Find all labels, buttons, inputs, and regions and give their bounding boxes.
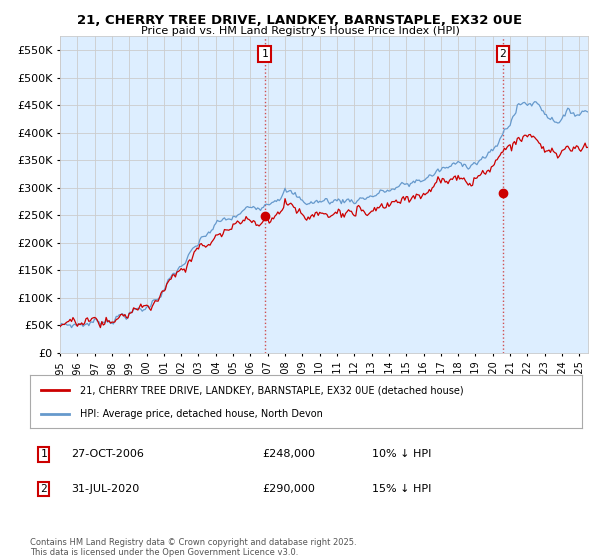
Text: 1: 1 bbox=[40, 449, 47, 459]
Text: 31-JUL-2020: 31-JUL-2020 bbox=[71, 484, 140, 494]
Text: Price paid vs. HM Land Registry's House Price Index (HPI): Price paid vs. HM Land Registry's House … bbox=[140, 26, 460, 36]
Text: £290,000: £290,000 bbox=[262, 484, 315, 494]
Text: 10% ↓ HPI: 10% ↓ HPI bbox=[372, 449, 431, 459]
Text: 2: 2 bbox=[499, 49, 506, 59]
Text: Contains HM Land Registry data © Crown copyright and database right 2025.
This d: Contains HM Land Registry data © Crown c… bbox=[30, 538, 356, 557]
Text: 21, CHERRY TREE DRIVE, LANDKEY, BARNSTAPLE, EX32 0UE (detached house): 21, CHERRY TREE DRIVE, LANDKEY, BARNSTAP… bbox=[80, 385, 463, 395]
Text: 2: 2 bbox=[40, 484, 47, 494]
Text: 27-OCT-2006: 27-OCT-2006 bbox=[71, 449, 144, 459]
Text: HPI: Average price, detached house, North Devon: HPI: Average price, detached house, Nort… bbox=[80, 408, 323, 418]
Text: 21, CHERRY TREE DRIVE, LANDKEY, BARNSTAPLE, EX32 0UE: 21, CHERRY TREE DRIVE, LANDKEY, BARNSTAP… bbox=[77, 14, 523, 27]
Text: 15% ↓ HPI: 15% ↓ HPI bbox=[372, 484, 431, 494]
Text: 1: 1 bbox=[261, 49, 268, 59]
Text: £248,000: £248,000 bbox=[262, 449, 315, 459]
